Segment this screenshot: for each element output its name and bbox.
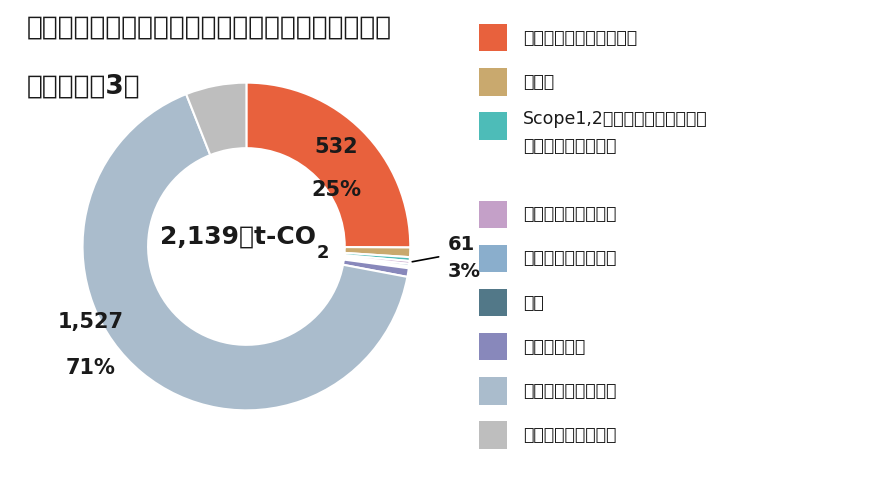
Text: 71%: 71% [66,358,115,378]
Bar [480,289,507,317]
Text: サプライチェーン全体における温室効果ガス排出量: サプライチェーン全体における温室効果ガス排出量 [26,15,392,41]
Bar [480,377,507,405]
Wedge shape [246,83,410,247]
Text: 販売した製品の廃棄: 販売した製品の廃棄 [523,426,616,444]
Text: 61: 61 [448,235,475,254]
Wedge shape [187,83,246,155]
Text: Scope1,2に含まれない燃料及び: Scope1,2に含まれない燃料及び [523,110,708,128]
Bar [480,422,507,449]
Wedge shape [83,94,407,410]
Text: 購入した製品・サービス: 購入した製品・サービス [523,29,637,47]
Bar [480,24,507,51]
Text: 資本財: 資本財 [523,73,554,91]
Bar [480,333,507,360]
Text: 1,527: 1,527 [58,312,124,332]
Text: 25%: 25% [312,180,362,200]
Bar [480,68,507,96]
Text: 事業から出る廃棄物: 事業から出る廃棄物 [523,249,616,268]
Bar [480,245,507,272]
Wedge shape [344,255,409,264]
Text: 3%: 3% [448,262,481,281]
Text: （スコープ3）: （スコープ3） [26,74,140,100]
Wedge shape [344,258,409,268]
Wedge shape [344,253,410,261]
Text: 2: 2 [316,244,329,262]
Text: 雇用者の通勤: 雇用者の通勤 [523,338,585,356]
Bar [480,112,507,140]
Wedge shape [343,260,409,277]
Text: 輸送、配送（上流）: 輸送、配送（上流） [523,206,616,223]
Wedge shape [344,247,410,257]
Wedge shape [344,257,409,266]
Text: 532: 532 [315,137,358,157]
Text: 2,139千t-CO: 2,139千t-CO [160,225,316,248]
Text: エネルギー関連活動: エネルギー関連活動 [523,137,616,155]
Text: 出張: 出張 [523,294,544,312]
Text: 販売した製品の使用: 販売した製品の使用 [523,382,616,400]
Bar [480,201,507,228]
